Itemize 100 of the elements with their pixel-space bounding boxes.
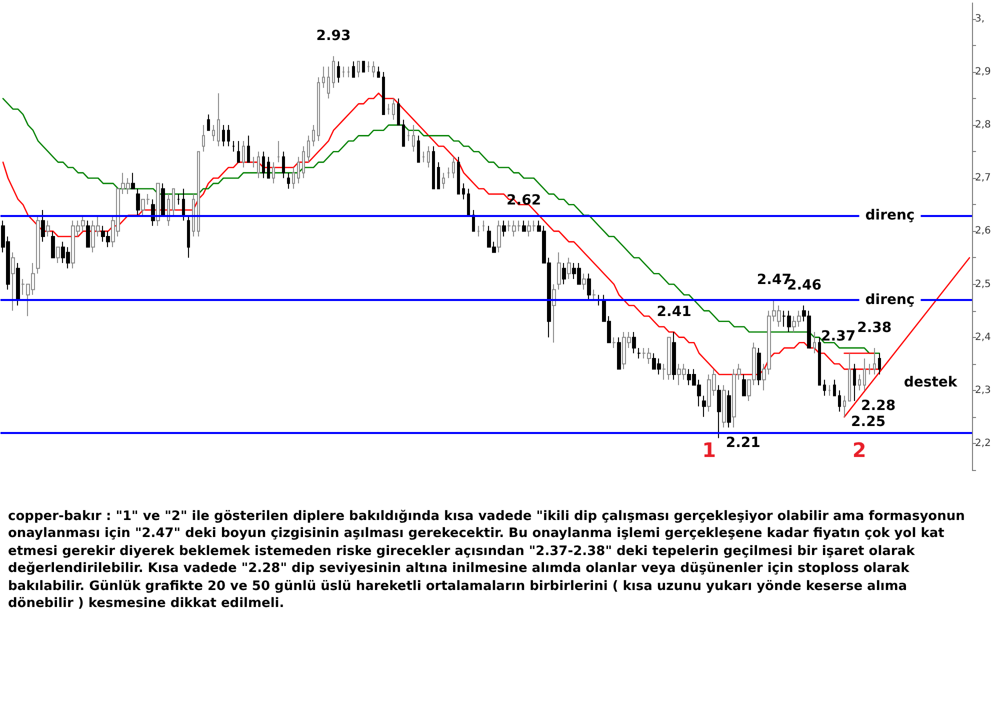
candlestick <box>347 66 350 78</box>
candlestick <box>717 384 721 439</box>
candlestick <box>262 151 265 179</box>
candlestick <box>522 220 526 232</box>
candlestick <box>592 289 596 301</box>
y-tick-label: 2,9 <box>975 66 991 78</box>
candlestick <box>587 273 591 301</box>
candlestick <box>131 172 135 190</box>
text: 1 <box>702 438 716 462</box>
candlestick <box>557 252 561 290</box>
candlestick <box>11 252 15 312</box>
candlestick <box>362 60 365 72</box>
candlestick <box>472 209 475 232</box>
candlestick <box>392 98 395 120</box>
candlestick <box>197 151 200 237</box>
y-tick-label: 2,2 <box>975 438 991 449</box>
candlestick <box>267 156 270 179</box>
candlestick <box>632 332 636 354</box>
candlestick <box>672 332 676 380</box>
y-tick-label: 2,4 <box>975 332 991 343</box>
candlestick <box>382 71 385 115</box>
text: 2.93 <box>316 28 351 44</box>
candlestick <box>352 60 355 78</box>
candlestick <box>863 358 866 391</box>
candlestick <box>242 140 245 168</box>
text: 2 <box>852 438 866 462</box>
candlestick <box>302 146 305 179</box>
candlestick <box>237 140 240 163</box>
candlestick <box>452 156 455 179</box>
candlestick <box>272 162 275 184</box>
y-tick-label: 2,6 <box>975 226 991 237</box>
candlestick <box>252 156 255 168</box>
text: 2.41 <box>656 304 692 320</box>
candlestick <box>567 257 571 280</box>
candlestick <box>46 220 50 237</box>
data-label: 2.37 <box>821 328 856 344</box>
candlestick <box>222 124 225 147</box>
candlestick <box>727 390 731 428</box>
candlestick <box>357 60 360 78</box>
candlestick <box>582 273 586 290</box>
candlestick <box>36 214 40 274</box>
candlestick <box>437 162 440 190</box>
candlestick <box>702 395 706 418</box>
candlestick <box>177 194 180 206</box>
candlestick <box>617 336 621 370</box>
candlestick <box>207 114 210 131</box>
candlestick <box>232 140 235 152</box>
candlestick <box>432 146 435 190</box>
candlestick <box>202 124 205 152</box>
candlestick <box>742 374 746 396</box>
candlestick <box>292 167 295 190</box>
candlestick <box>833 379 836 396</box>
candlestick <box>843 395 846 418</box>
text: 2.38 <box>857 320 892 336</box>
y-tick-label: 2,5 <box>975 278 991 290</box>
candlestick <box>868 363 871 375</box>
candlestick <box>612 336 616 348</box>
candlestick <box>247 135 250 163</box>
ref-line-label: direnç <box>865 292 915 308</box>
candlestick <box>217 92 220 147</box>
candlestick <box>422 151 425 163</box>
candlestick <box>212 124 215 142</box>
candlestick <box>182 188 185 222</box>
candlestick <box>41 209 45 242</box>
candlestick <box>277 140 280 163</box>
candlestick <box>813 332 816 354</box>
candlestick <box>823 379 826 396</box>
candlestick <box>442 172 445 190</box>
y-tick-label: 2,3 <box>975 384 991 396</box>
ref-line-label: direnç <box>865 207 915 224</box>
candlestick <box>427 146 430 168</box>
candlestick <box>397 98 400 126</box>
candlestick <box>477 225 480 237</box>
candlestick <box>552 284 556 344</box>
candlestick <box>858 374 861 391</box>
candlestick <box>757 347 761 386</box>
candlestick <box>56 246 60 264</box>
y-tick-label: 2,8 <box>975 120 991 131</box>
candlestick <box>136 188 140 216</box>
candlestick <box>828 384 831 396</box>
text: 2.28 <box>861 398 896 414</box>
candlestick <box>16 262 20 306</box>
candlestick <box>402 119 405 147</box>
candlestick <box>337 60 340 84</box>
candlestick <box>447 167 450 179</box>
candlestick <box>86 220 90 248</box>
candlestick <box>482 220 485 232</box>
candlestick <box>412 124 415 152</box>
candlestick <box>873 347 876 375</box>
text: 2.21 <box>726 435 760 452</box>
series-label: destek <box>904 374 958 390</box>
candlestick <box>497 220 501 253</box>
candlestick <box>282 151 285 179</box>
candlestick <box>312 124 315 147</box>
candlestick <box>156 182 160 226</box>
candlestick <box>467 188 470 216</box>
candlestick <box>227 124 230 147</box>
candlestick <box>187 214 190 258</box>
candlestick <box>838 390 841 412</box>
text: 2.25 <box>851 414 886 430</box>
